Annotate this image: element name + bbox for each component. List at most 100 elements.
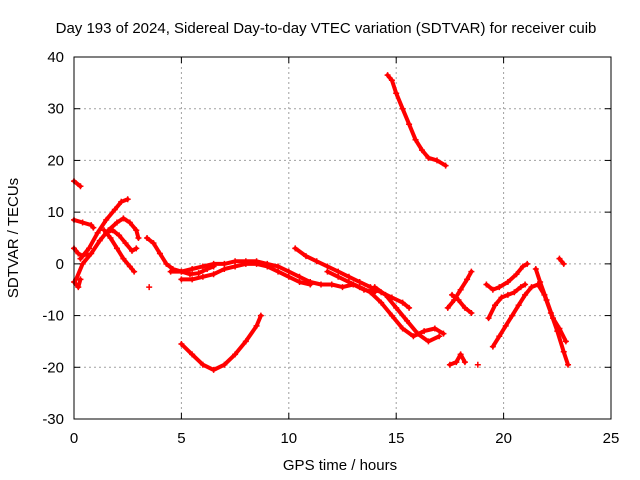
series-arc-line [325,269,446,339]
data-point [210,366,217,373]
series-arc-line [385,73,448,168]
data-point [550,315,557,322]
data-point [421,328,428,335]
data-point [504,278,511,285]
x-tick-label: 10 [280,430,297,447]
data-point [345,273,352,280]
series-arc-23 [485,281,529,322]
data-point [515,302,522,309]
data-point [556,255,563,262]
data-point [378,299,385,306]
data-point [118,198,125,205]
data-point [356,278,363,285]
data-point [414,330,421,337]
data-point [113,245,120,252]
data-point [122,240,129,247]
data-point [556,325,563,332]
series-arc-18 [446,351,468,368]
data-point [474,361,481,368]
data-point [131,268,138,275]
data-point [457,286,464,293]
data-point [519,263,526,270]
data-point [324,268,331,275]
data-point [126,263,133,270]
plot-border [73,56,612,420]
data-point [461,304,468,311]
data-point [532,266,539,273]
data-point [562,338,569,345]
grid-layer [74,57,611,419]
data-point [496,284,503,291]
data-point [292,245,299,252]
data-point [425,338,432,345]
data-point [195,270,202,277]
series-arc-06 [77,196,131,262]
tick-layer: 0 5 10 15 20 25 -30 -20 -10 0 10 20 30 40 [42,49,619,447]
data-point [399,325,406,332]
data-point [103,216,110,223]
series-arc-line [72,179,83,189]
data-point [328,281,335,288]
series-arc-line [450,292,474,315]
series-arc-19 [444,268,475,311]
y-axis-label: SDTVAR / TECUs [5,178,22,298]
data-point [75,284,82,291]
data-point [431,325,438,332]
series-arc-08 [103,227,140,254]
data-point [116,232,123,239]
series-arc-line [74,216,141,282]
data-point [163,260,170,267]
series-arc-17 [384,72,449,169]
data-point [560,348,567,355]
y-tick-label: 0 [56,256,64,273]
data-point [275,268,282,275]
series-arc-20 [449,291,475,316]
x-tick-label: 5 [177,430,185,447]
data-point [186,271,193,278]
data-point [307,281,314,288]
series-layer [71,72,572,373]
data-point [133,227,140,234]
data-point [285,273,292,280]
data-point [126,219,133,226]
data-point [167,268,174,275]
data-point [543,297,550,304]
data-point [502,322,509,329]
data-point [483,281,490,288]
data-point [88,250,95,257]
data-point [522,281,529,288]
data-point [94,229,101,236]
series-arc-line [72,217,96,230]
data-point [199,361,206,368]
data-point [434,157,441,164]
data-point [257,312,264,319]
data-point [367,289,374,296]
data-point [221,266,228,273]
data-point [77,183,84,190]
data-point [565,361,572,368]
data-point [109,227,116,234]
data-point [560,260,567,267]
data-point [242,260,249,267]
data-point [524,260,531,267]
data-point [453,359,460,366]
data-point [335,268,342,275]
data-point [522,291,529,298]
x-tick-label: 25 [603,430,620,447]
data-point [232,258,239,265]
data-point [489,286,496,293]
data-point [537,278,544,285]
data-point [79,260,86,267]
data-point [388,312,395,319]
y-tick-label: 20 [47,152,64,169]
x-tick-label: 20 [495,430,512,447]
data-point [455,297,462,304]
data-point [302,253,309,260]
data-point [410,333,417,340]
data-point [468,309,475,316]
y-tick-label: 40 [47,49,64,66]
data-point [371,284,378,291]
data-point [144,235,151,241]
x-axis-label: GPS time / hours [283,457,397,474]
